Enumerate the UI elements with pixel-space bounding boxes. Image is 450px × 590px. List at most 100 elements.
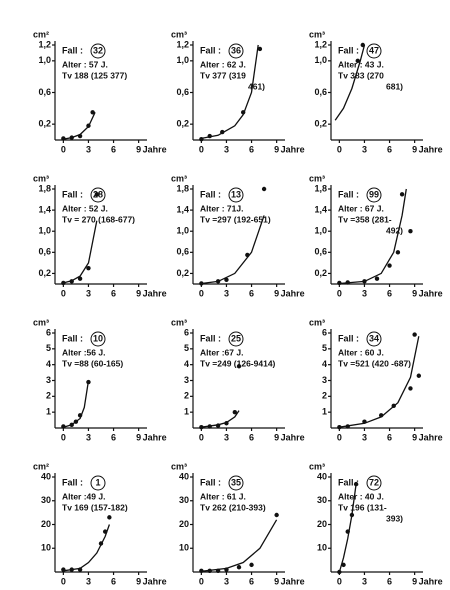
y-tick-label: 30 — [41, 495, 51, 505]
annotation: Alter : 57 J. — [62, 59, 108, 69]
x-axis-label: Jahre — [419, 576, 443, 586]
data-point — [94, 192, 100, 197]
data-point — [69, 567, 74, 572]
x-axis-label: Jahre — [419, 144, 443, 154]
x-tick-label: 0 — [337, 432, 342, 442]
x-axis-label: Jahre — [281, 432, 305, 442]
y-tick-label: 4 — [184, 359, 189, 369]
annotation: Tv 169 (157-182) — [62, 502, 128, 512]
data-point — [207, 424, 212, 429]
data-point — [236, 364, 242, 369]
x-tick-label: 9 — [136, 144, 141, 154]
y-tick-label: 0,6 — [176, 87, 189, 97]
x-axis-label: Jahre — [143, 432, 167, 442]
x-tick-label: 3 — [86, 288, 91, 298]
case-circle — [228, 331, 244, 347]
data-point — [224, 567, 229, 572]
fall-label: Fall : — [62, 189, 83, 199]
case-number: 1 — [95, 477, 100, 487]
y-tick-label: 4 — [322, 359, 327, 369]
case-circle — [366, 187, 382, 203]
data-point — [353, 481, 359, 487]
annotation: 393) — [386, 513, 403, 523]
x-axis-label: Jahre — [419, 432, 443, 442]
data-point — [86, 123, 91, 128]
x-axis-label: Jahre — [281, 144, 305, 154]
y-axis-label: cm³ — [33, 317, 49, 327]
y-tick-label: 10 — [41, 543, 51, 553]
data-point — [349, 512, 355, 518]
data-point — [360, 42, 365, 48]
x-tick-label: 3 — [86, 432, 91, 442]
case-circle — [90, 331, 106, 347]
case-number: 35 — [231, 477, 241, 487]
case-number: 36 — [231, 45, 241, 55]
fall-label: Fall : — [338, 45, 359, 55]
data-point — [77, 276, 83, 281]
y-axis-label: cm³ — [33, 173, 49, 183]
fit-curve — [63, 380, 90, 428]
y-tick-label: 30 — [179, 495, 189, 505]
data-point — [274, 512, 279, 518]
x-tick-label: 6 — [387, 576, 392, 586]
y-tick-label: 0,6 — [176, 247, 189, 257]
annotation: Tv =521 (420 -687) — [338, 358, 411, 368]
annotation: 681) — [386, 81, 403, 91]
y-tick-label: 2 — [184, 391, 189, 401]
y-axis-label: cm³ — [171, 173, 187, 183]
y-tick-label: 1,0 — [38, 55, 51, 65]
annotation: Tv 188 (125 377) — [62, 70, 127, 80]
x-tick-label: 0 — [61, 576, 66, 586]
y-tick-label: 0,2 — [38, 119, 51, 129]
fit-curve — [339, 188, 407, 285]
data-point — [236, 565, 242, 570]
annotation: Tv = 270 (168-677) — [62, 214, 135, 224]
y-tick-label: 3 — [184, 375, 189, 385]
data-point — [61, 567, 66, 572]
x-axis-label: Jahre — [419, 288, 443, 298]
annotation: Alter :49 J. — [62, 491, 105, 501]
data-point — [69, 279, 74, 284]
x-tick-label: 0 — [199, 144, 204, 154]
data-point — [387, 263, 392, 268]
fit-curve — [338, 484, 357, 573]
data-point — [412, 332, 417, 337]
y-axis-label: cm³ — [309, 173, 325, 183]
x-tick-label: 3 — [362, 576, 367, 586]
y-tick-label: 1,0 — [314, 226, 327, 236]
annotation: Tv =358 (281- — [338, 214, 392, 224]
y-tick-label: 3 — [322, 375, 327, 385]
case-circle — [228, 475, 244, 491]
y-tick-label: 40 — [317, 471, 327, 481]
fall-label: Fall : — [200, 333, 221, 343]
x-axis-label: Jahre — [281, 288, 305, 298]
x-tick-label: 3 — [86, 144, 91, 154]
y-tick-label: 0,2 — [314, 268, 327, 278]
data-point — [416, 373, 422, 378]
fit-curve — [63, 524, 111, 572]
data-point — [86, 265, 91, 271]
data-point — [224, 277, 229, 282]
y-tick-label: 20 — [41, 519, 51, 529]
y-tick-label: 2 — [322, 391, 327, 401]
x-tick-label: 6 — [111, 576, 116, 586]
annotation: Alter : 40 J. — [338, 491, 384, 501]
x-tick-label: 6 — [249, 576, 254, 586]
x-tick-label: 0 — [199, 576, 204, 586]
x-tick-label: 3 — [362, 432, 367, 442]
y-tick-label: 1,2 — [38, 39, 51, 49]
annotation: Tv =249 (126-9414) — [200, 358, 276, 368]
fall-label: Fall : — [200, 45, 221, 55]
data-point — [107, 515, 112, 520]
annotation: Alter : 61 J. — [200, 491, 246, 501]
y-axis-label: cm³ — [171, 461, 187, 471]
y-tick-label: 0,6 — [314, 247, 327, 257]
case-number: 13 — [231, 189, 241, 199]
y-tick-label: 3 — [46, 375, 51, 385]
x-tick-label: 9 — [412, 144, 417, 154]
data-point — [77, 567, 83, 572]
x-tick-label: 9 — [274, 432, 279, 442]
y-tick-label: 5 — [322, 343, 327, 353]
data-point — [362, 419, 367, 424]
fall-label: Fall : — [338, 477, 359, 487]
